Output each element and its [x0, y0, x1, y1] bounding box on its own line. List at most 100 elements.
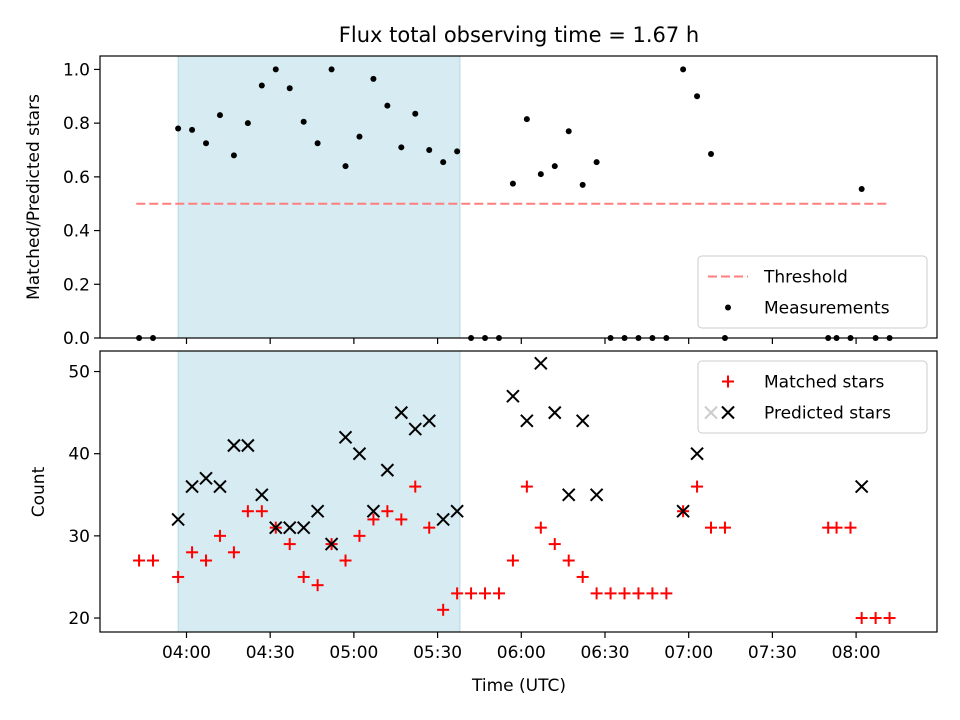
matched-point: [855, 612, 868, 625]
predicted-point: [255, 488, 269, 502]
legend-label: Threshold: [763, 268, 848, 288]
predicted-point-b: [269, 520, 283, 535]
matched-point: [520, 480, 533, 493]
matched-point: [255, 505, 268, 518]
measurement-point: [189, 126, 196, 133]
predicted-point: [394, 405, 409, 420]
legend-marker-b: [721, 405, 735, 420]
bottom-plot-data: [133, 356, 896, 625]
predicted-point: [506, 389, 520, 403]
y-tick-label: 1.0: [63, 60, 90, 80]
predicted-point-b: [338, 430, 353, 444]
predicted-point-b: [213, 479, 227, 494]
matched-point: [409, 480, 422, 493]
measurement-point: [858, 185, 865, 192]
predicted-point: [241, 438, 255, 453]
predicted-point: [227, 438, 241, 453]
matched-point: [604, 587, 617, 600]
matched-point: [548, 538, 561, 551]
matched-point: [147, 554, 160, 567]
predicted-point: [171, 512, 185, 527]
measurement-point: [454, 148, 461, 155]
predicted-point-b: [562, 488, 576, 502]
measurement-point: [244, 120, 251, 127]
predicted-point: [520, 414, 534, 428]
shaded-span: [177, 350, 461, 633]
predicted-point-b: [296, 520, 311, 535]
bottom-axes: 04:00 04:30 05:00 05:30 06:00 06:30 07:00 07:30…: [68, 350, 938, 663]
top-plot-background: [177, 55, 461, 339]
measurement-point: [272, 66, 279, 73]
y-tick-label: 30: [68, 527, 90, 547]
measurement-point: [440, 159, 447, 166]
matched-point: [562, 554, 575, 567]
shaded-span: [177, 55, 461, 339]
predicted-point-b: [310, 504, 325, 518]
bottom-plot-background: [177, 350, 461, 633]
x-axis-label: Time (UTC): [471, 676, 566, 696]
matched-point: [133, 554, 146, 567]
predicted-point: [690, 446, 704, 461]
matched-point: [883, 612, 896, 625]
measurement-point: [216, 112, 223, 119]
matched-point: [660, 587, 673, 600]
legend-label: Measurements: [764, 299, 890, 319]
matched-point: [311, 579, 324, 592]
y-tick-label: 0.8: [63, 114, 90, 134]
series-0: [136, 66, 893, 341]
predicted-point-b: [408, 422, 422, 436]
predicted-point-b: [283, 520, 297, 535]
predicted-point: [450, 504, 464, 518]
predicted-point-b: [171, 512, 185, 527]
matched-point: [492, 587, 505, 600]
matched-point: [186, 546, 199, 559]
measurement-point: [708, 151, 715, 158]
legend-box: [697, 360, 928, 434]
y-tick-label: 0.6: [63, 168, 90, 188]
bottom-y-axis-label: Count: [29, 466, 49, 517]
legend-box: [697, 255, 928, 329]
predicted-point-b: [854, 479, 869, 494]
predicted-point: [324, 537, 339, 551]
y-tick-label: 50: [68, 363, 90, 383]
predicted-point-b: [534, 356, 548, 371]
measurement-point: [370, 75, 377, 82]
matched-point: [367, 513, 380, 526]
predicted-point-b: [185, 479, 199, 494]
predicted-point: [310, 504, 325, 518]
y-tick-label: 0.4: [63, 222, 90, 242]
predicted-point-b: [506, 389, 520, 403]
predicted-point: [436, 512, 450, 527]
x-tick-label: 05:30: [413, 643, 462, 663]
measurement-point: [579, 181, 586, 188]
x-tick-label: 04:00: [162, 643, 211, 663]
top-axes: 0.0 0.2 0.4 0.6 0.8 1.0: [63, 55, 938, 349]
measurement-point: [328, 66, 335, 73]
chart-title: Flux total observing time = 1.67 h: [339, 23, 699, 47]
predicted-point: [854, 479, 869, 494]
matched-point: [590, 587, 603, 600]
axes-frame: [99, 55, 938, 339]
matched-point: [506, 554, 519, 567]
axes-frame: [99, 350, 938, 633]
predicted-point: [422, 414, 436, 428]
legend-marker: [725, 304, 731, 311]
measurement-point: [342, 163, 349, 170]
x-tick-label: 06:00: [497, 643, 546, 663]
series-1: [171, 356, 869, 551]
predicted-point-b: [394, 405, 409, 420]
measurement-point: [593, 159, 600, 166]
x-tick-label: 08:00: [832, 643, 881, 663]
matched-point: [213, 529, 226, 542]
series-0: [133, 480, 896, 625]
predicted-point: [296, 520, 311, 535]
matched-point: [618, 587, 631, 600]
predicted-point-b: [366, 504, 381, 518]
matched-point: [691, 480, 704, 493]
top-legend: Threshold Measurements: [697, 255, 928, 329]
x-tick-label: 07:30: [748, 643, 797, 663]
predicted-point-b: [690, 446, 704, 461]
measurement-point: [398, 144, 405, 151]
predicted-point-b: [352, 446, 367, 461]
matched-point: [632, 587, 645, 600]
